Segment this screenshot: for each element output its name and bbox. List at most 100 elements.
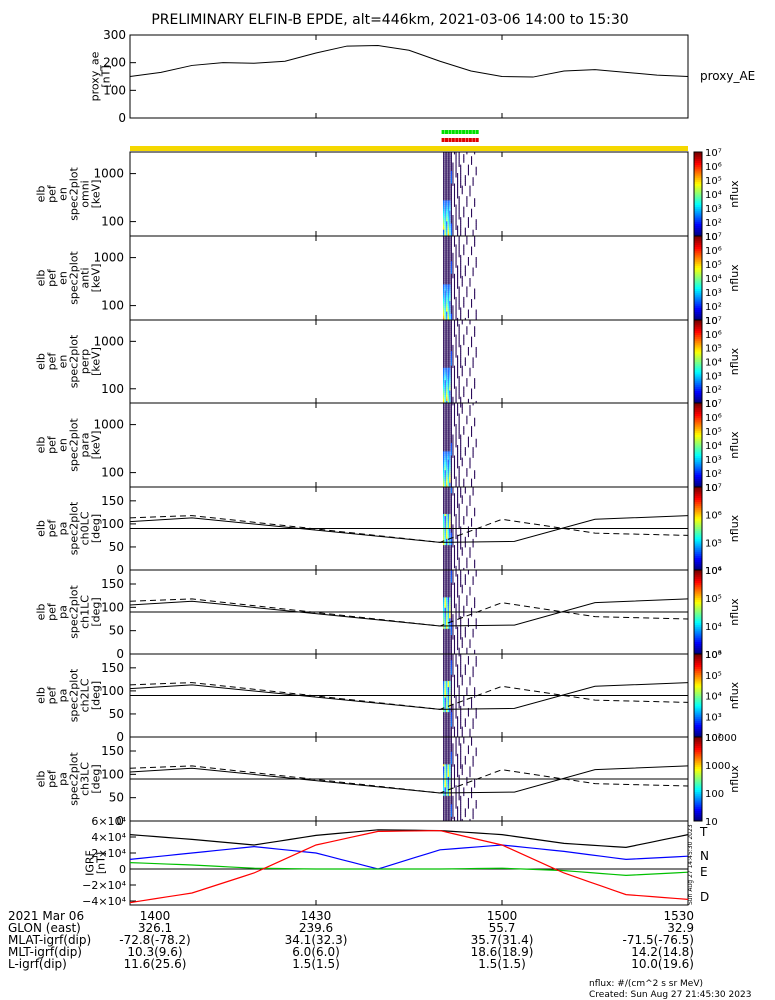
spectrogram-pixel <box>443 654 445 657</box>
y-tick-label: 0 <box>116 647 124 661</box>
spectrogram-pixel <box>453 373 456 377</box>
spectrogram-pixel <box>453 499 456 502</box>
spectrogram-pixel <box>444 187 446 191</box>
spectrogram-pixel <box>446 324 448 327</box>
spectrogram-pixel <box>464 179 466 182</box>
spectrogram-pixel <box>447 388 449 391</box>
spectrogram-pixel <box>467 259 469 262</box>
spectrogram-pixel <box>452 580 454 583</box>
spectrogram-pixel <box>458 614 460 617</box>
spectrogram-pixel <box>455 250 457 254</box>
spectrogram-pixel <box>447 770 449 773</box>
spectrogram-pixel <box>446 793 448 797</box>
spectrogram-pixel <box>475 747 477 750</box>
spectrogram-pixel <box>447 440 449 444</box>
spectrogram-pixel <box>444 303 446 306</box>
y-axis-label-line: [nT] <box>95 852 108 874</box>
spectrogram-pixel <box>474 565 476 569</box>
spectrogram-pixel <box>460 710 462 713</box>
spectrogram-pixel <box>455 482 457 486</box>
spectrogram-pixel <box>446 785 448 788</box>
spectrogram-pixel <box>449 547 451 550</box>
y-tick-label: 1000 <box>93 334 124 348</box>
spectrogram-pixel <box>457 764 459 767</box>
spectrogram-pixel <box>457 674 459 678</box>
spectrogram-pixel <box>444 783 446 786</box>
spectrogram-pixel <box>453 637 456 640</box>
colorbar-label: nflux <box>728 431 741 459</box>
spectrogram-pixel <box>457 275 459 279</box>
spectrogram-pixel <box>443 584 445 588</box>
spectrogram-pixel <box>444 296 446 300</box>
spectrogram-pixel <box>449 576 451 579</box>
spectrogram-pixel <box>449 670 451 673</box>
spectrogram-pixel <box>447 170 449 174</box>
spectrogram-pixel <box>444 351 446 354</box>
spectrogram-pixel <box>455 338 457 342</box>
spectrogram-pixel <box>453 189 456 193</box>
spectrogram-pixels <box>443 570 477 655</box>
spectrogram-pixel <box>475 712 477 715</box>
spectrogram-pixel <box>449 818 451 822</box>
spectrogram-pixel <box>447 526 449 529</box>
spectrogram-pixel <box>455 210 457 214</box>
spectrogram-pixel <box>467 164 469 167</box>
spectrogram-pixel <box>444 403 446 406</box>
spectrogram-pixel <box>471 430 473 433</box>
spectrogram-pixel <box>443 189 445 193</box>
colorbar-cell <box>694 474 702 477</box>
colorbar-tick-label: 10² <box>705 469 722 480</box>
spectrogram-pixel <box>452 233 454 237</box>
spectrogram-pixel <box>452 275 454 279</box>
y-axis-label-line: [keV] <box>90 180 103 209</box>
spectrogram-pixel <box>453 376 456 379</box>
colorbar-cell <box>694 710 702 713</box>
spectrogram-pixel <box>455 804 457 807</box>
spectrogram-pixel <box>455 164 457 167</box>
colorbar-cell <box>694 411 702 414</box>
spectrogram-pixel <box>471 212 473 216</box>
spectrogram-pixel <box>457 722 459 725</box>
colorbar-cell <box>694 662 702 665</box>
spectrogram-pixel <box>458 699 460 703</box>
spectrogram-pixel <box>449 651 451 655</box>
spectrogram-pixel <box>444 198 446 201</box>
green-flag-mark <box>451 130 455 134</box>
spectrogram-pixel <box>443 601 445 604</box>
spectrogram-pixel <box>461 495 463 498</box>
spectrogram-pixel <box>443 755 445 759</box>
spectrogram-pixel <box>449 751 451 755</box>
spectrogram-pixel <box>444 223 446 226</box>
spectrogram-pixel <box>453 152 456 155</box>
spectrogram-pixel <box>447 463 449 467</box>
spectrogram-pixel <box>443 714 445 717</box>
spectrogram-pixel <box>450 156 452 159</box>
colorbar-tick-label: 10³ <box>705 712 722 723</box>
spectrogram-pixel <box>449 371 451 375</box>
spectrogram-pixel <box>449 177 451 180</box>
spectrogram-pixel <box>450 278 452 281</box>
spectrogram-pixel <box>449 288 451 291</box>
y-axis-label-line: omni <box>79 180 92 207</box>
spectrogram-pixel <box>455 334 457 337</box>
spectrogram-pixel <box>447 685 449 688</box>
spectrogram-pixel <box>450 173 452 176</box>
spectrogram-pixel <box>443 622 445 625</box>
spectrogram-pixel <box>447 802 449 805</box>
spectrogram-pixel <box>449 294 451 298</box>
spectrogram-pixel <box>450 187 452 191</box>
spectrogram-pixel <box>447 551 449 554</box>
spectrogram-pixel <box>449 662 451 665</box>
spectrogram-pixel <box>469 766 471 769</box>
spectrogram-pixel <box>450 526 452 529</box>
spectrogram-pixel <box>460 181 462 184</box>
colorbar-cell <box>694 261 702 264</box>
spectrogram-pixel <box>475 714 477 717</box>
spectrogram-pixel <box>466 563 468 567</box>
spectrogram-pixel <box>466 378 468 381</box>
spectrogram-pixel <box>475 753 477 757</box>
colorbar-cell <box>694 732 702 736</box>
spectrogram-pixel <box>452 400 454 404</box>
spectrogram-pixel <box>449 730 451 734</box>
spectrogram-pixel <box>471 795 473 799</box>
